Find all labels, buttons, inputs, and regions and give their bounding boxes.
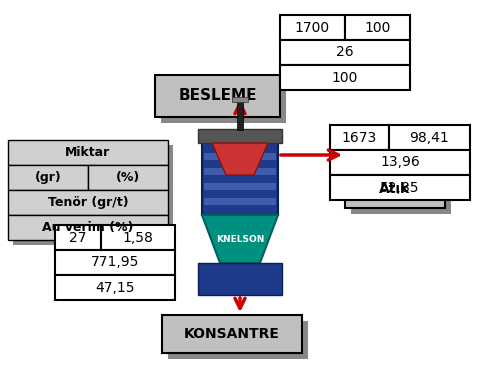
Bar: [344, 15, 409, 40]
Text: 771,95: 771,95: [91, 256, 139, 269]
Bar: [8, 140, 167, 165]
Text: 1,58: 1,58: [122, 231, 153, 245]
Bar: [204, 198, 275, 205]
Bar: [167, 321, 307, 359]
Bar: [55, 275, 175, 300]
Bar: [279, 15, 344, 40]
Bar: [329, 150, 469, 175]
Text: Tenör (gr/t): Tenör (gr/t): [47, 196, 128, 209]
Bar: [201, 140, 277, 215]
Bar: [329, 125, 388, 150]
Text: 98,41: 98,41: [408, 131, 448, 145]
Bar: [237, 100, 242, 130]
Text: (gr): (gr): [34, 171, 61, 184]
Bar: [204, 153, 275, 160]
Text: Au verim (%): Au verim (%): [42, 221, 134, 234]
Text: 13,96: 13,96: [379, 155, 419, 169]
Text: KNELSON: KNELSON: [215, 235, 264, 245]
Bar: [55, 250, 175, 275]
Bar: [279, 65, 409, 90]
Text: BESLEME: BESLEME: [178, 88, 256, 104]
Text: 26: 26: [335, 46, 353, 60]
Bar: [350, 176, 450, 214]
Bar: [162, 315, 302, 353]
Text: 1673: 1673: [341, 131, 376, 145]
Bar: [197, 263, 281, 295]
Text: 47,15: 47,15: [95, 280, 135, 295]
Bar: [55, 225, 100, 250]
Bar: [161, 81, 286, 123]
Bar: [88, 165, 167, 190]
Bar: [8, 190, 167, 215]
Text: Miktar: Miktar: [65, 146, 110, 159]
Polygon shape: [212, 143, 268, 175]
Bar: [388, 125, 469, 150]
Text: 52,85: 52,85: [379, 181, 419, 195]
Text: 100: 100: [363, 20, 390, 34]
Text: 1700: 1700: [294, 20, 330, 34]
Bar: [100, 225, 175, 250]
Bar: [329, 175, 469, 200]
Bar: [204, 168, 275, 175]
Bar: [8, 215, 167, 240]
Text: Atık: Atık: [378, 182, 410, 196]
Text: 100: 100: [331, 71, 358, 84]
Bar: [13, 145, 173, 245]
Bar: [279, 40, 409, 65]
Polygon shape: [201, 215, 277, 263]
Bar: [197, 129, 281, 143]
Bar: [344, 170, 444, 208]
Bar: [155, 75, 279, 117]
Text: (%): (%): [116, 171, 140, 184]
Bar: [204, 183, 275, 190]
Bar: [231, 97, 247, 102]
Text: KONSANTRE: KONSANTRE: [184, 327, 279, 341]
Text: 27: 27: [69, 231, 86, 245]
Bar: [8, 165, 88, 190]
